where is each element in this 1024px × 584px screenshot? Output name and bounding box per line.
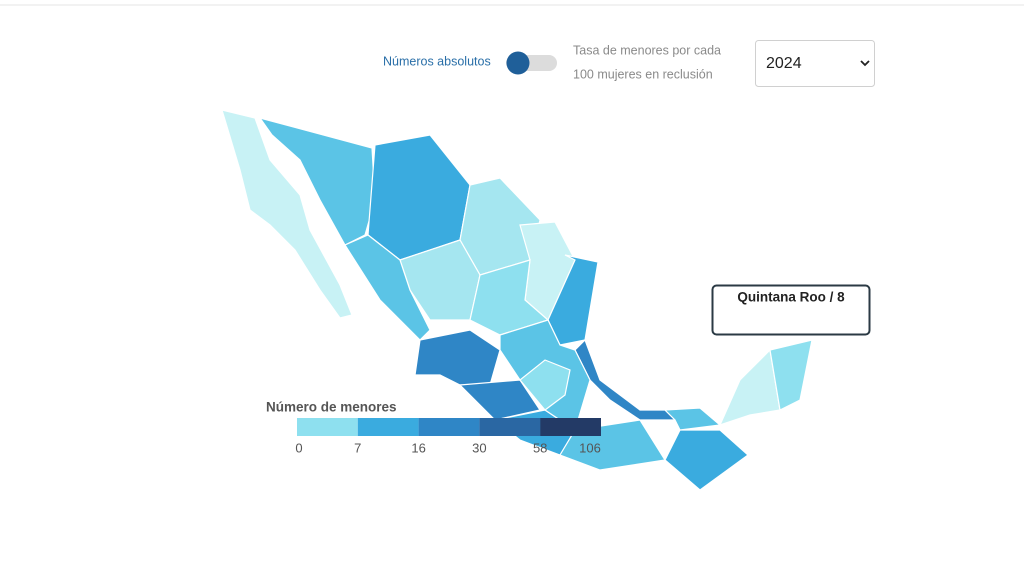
legend-swatch (418, 418, 480, 436)
legend-swatch (540, 418, 601, 436)
state[interactable] (221, 109, 353, 319)
legend-tick-label: 0 (295, 440, 302, 455)
state[interactable] (718, 348, 781, 426)
state[interactable] (458, 379, 541, 421)
year-select[interactable]: 2024 (755, 40, 875, 87)
legend-tick-label: 7 (354, 440, 361, 455)
tooltip-text: Quintana Roo / 8 (737, 290, 845, 305)
state[interactable] (663, 407, 722, 431)
chevron[interactable] (860, 60, 870, 67)
toggle-knob[interactable] (506, 51, 530, 75)
legend-tick-label: 106 (579, 440, 601, 455)
legend-tick-label: 30 (472, 440, 486, 455)
legend-swatch (479, 418, 541, 436)
state[interactable] (414, 329, 501, 386)
state[interactable] (344, 234, 431, 341)
legend-tick-label: 58 (533, 440, 547, 455)
legend-swatch (357, 418, 419, 436)
legend-tick-label: 16 (411, 440, 425, 455)
legend-title: Número de menores (266, 400, 397, 415)
tooltip-box (711, 284, 871, 336)
select-value[interactable]: 2024 (766, 55, 802, 72)
toggle-label: Números absolutos (383, 54, 491, 68)
legend-swatch (297, 418, 358, 436)
state[interactable] (664, 429, 749, 491)
select-box[interactable] (755, 40, 875, 87)
map (221, 109, 813, 491)
toggle[interactable] (506, 51, 557, 75)
toggle-label: Tasa de menores por cada (573, 43, 721, 57)
state[interactable] (769, 339, 813, 411)
state[interactable] (519, 359, 571, 411)
toggle-label: 100 mujeres en reclusión (573, 67, 713, 81)
legend: 0 7 16 30 58 106 (295, 418, 601, 455)
